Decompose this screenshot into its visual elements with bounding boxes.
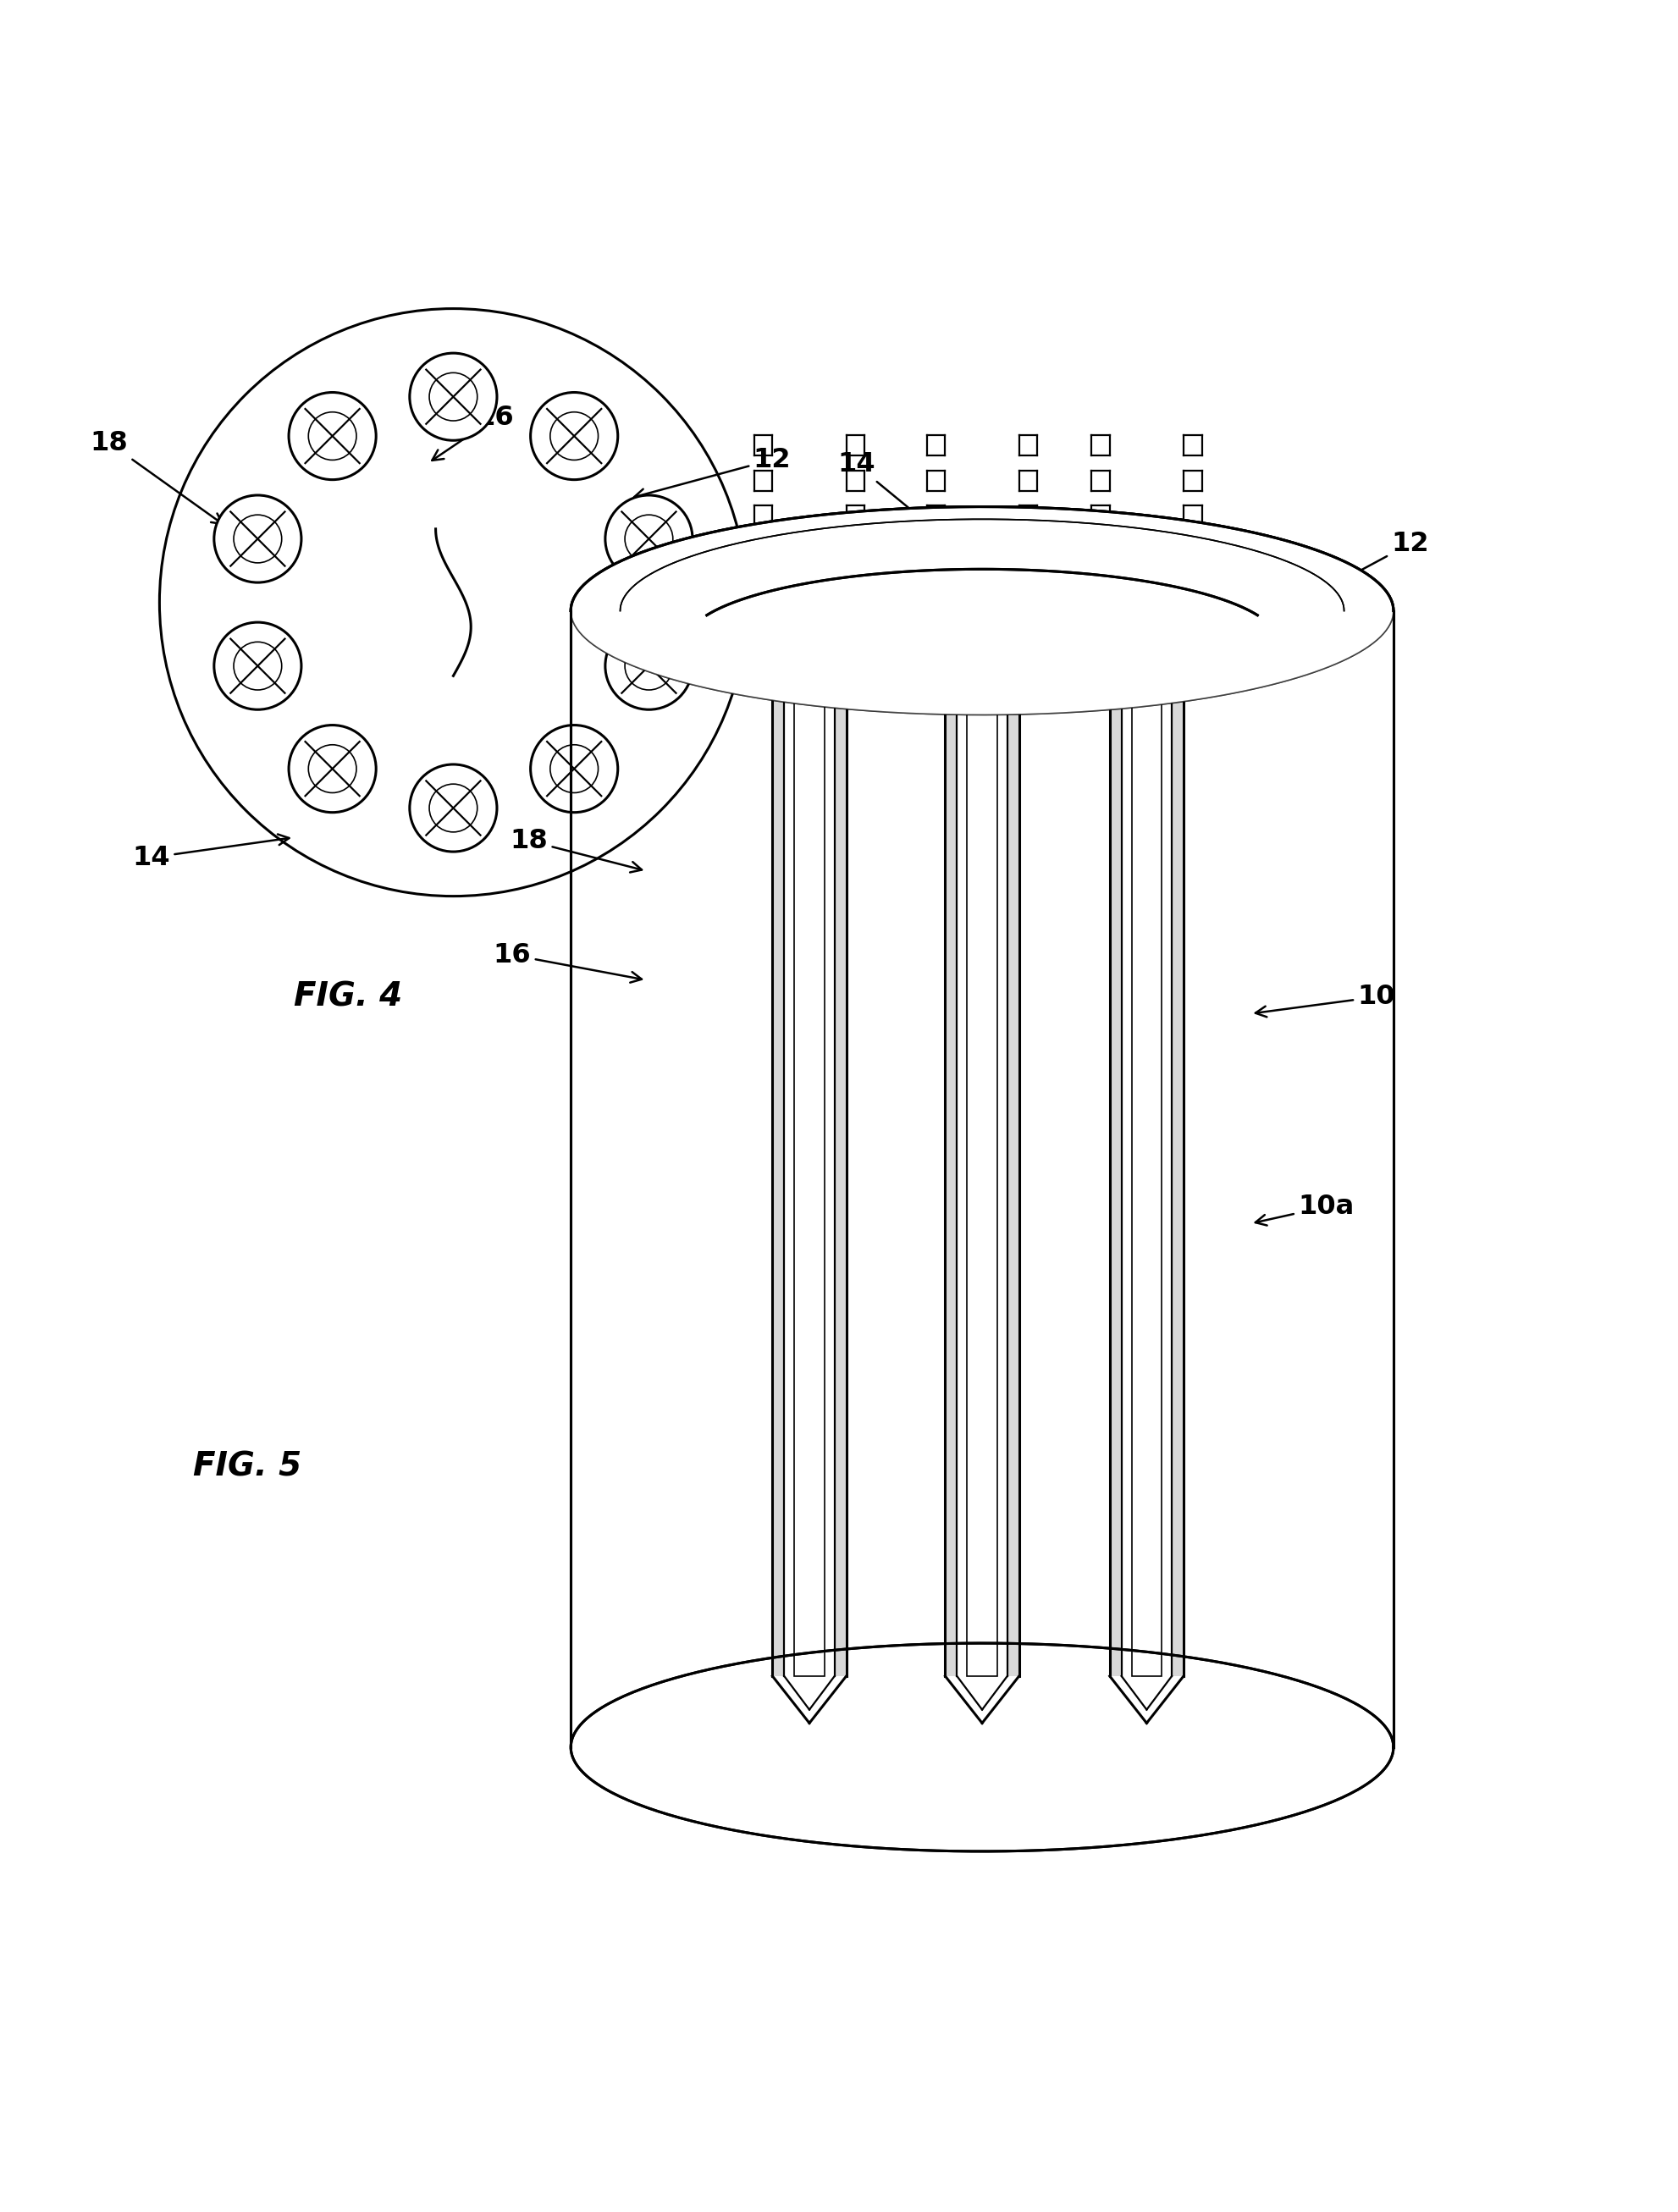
Bar	[1131, 633, 1161, 1677]
Ellipse shape	[571, 507, 1393, 714]
Bar	[772, 633, 784, 1677]
Text: 18: 18	[91, 429, 223, 524]
Circle shape	[289, 392, 376, 480]
Text: 10a: 10a	[1255, 1194, 1354, 1225]
Bar	[967, 633, 997, 1677]
Circle shape	[409, 354, 497, 440]
Text: 12: 12	[634, 447, 790, 500]
Circle shape	[606, 495, 693, 582]
Bar	[1109, 633, 1121, 1677]
Text: 14: 14	[837, 451, 928, 524]
Circle shape	[213, 622, 300, 710]
Text: FIG. 5: FIG. 5	[193, 1451, 302, 1482]
Circle shape	[289, 726, 376, 812]
Bar	[834, 633, 846, 1677]
Bar	[1171, 633, 1183, 1677]
Text: 16: 16	[493, 942, 641, 982]
Text: 16: 16	[431, 405, 513, 460]
Text: 12: 12	[1304, 531, 1428, 599]
Circle shape	[530, 392, 618, 480]
Circle shape	[606, 622, 693, 710]
Text: 10: 10	[609, 615, 757, 648]
FancyBboxPatch shape	[571, 611, 1393, 1747]
Bar	[1007, 633, 1019, 1677]
Bar	[794, 633, 824, 1677]
Text: 10: 10	[1255, 984, 1394, 1018]
Circle shape	[213, 495, 300, 582]
Bar	[945, 633, 956, 1677]
Text: 14: 14	[133, 834, 289, 872]
Circle shape	[530, 726, 618, 812]
Text: 18: 18	[510, 827, 641, 872]
Circle shape	[409, 765, 497, 852]
Text: FIG. 4: FIG. 4	[294, 980, 403, 1013]
